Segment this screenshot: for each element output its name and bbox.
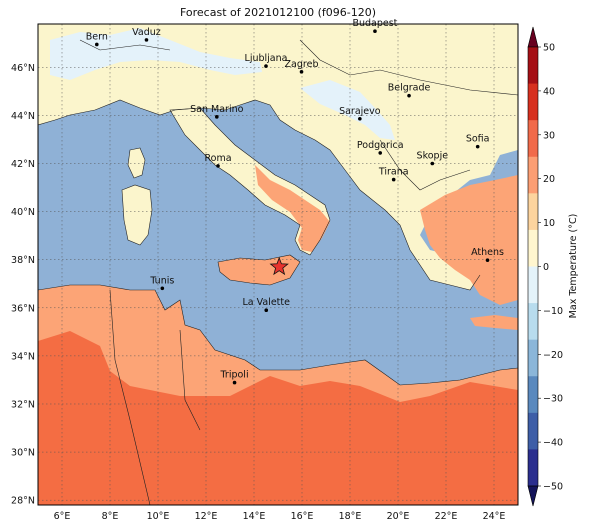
latitude-tick-label: 34°N [11,351,35,362]
latitude-tick-label: 40°N [11,207,35,218]
longitude-tick-label: 20°E [387,511,410,522]
colorbar-tick-label: 20 [543,174,555,185]
colorbar-tick-label: −30 [543,394,563,405]
colorbar-segment [528,83,538,121]
latitude-tick-label: 46°N [11,63,35,74]
lat-lon-gridlines [38,24,518,505]
colorbar: 50 40 30 20 10 0 −10 −20 −30 −40 −50 [527,26,563,507]
city-label: Podgorica [357,140,404,151]
latitude-tick-label: 36°N [11,303,35,314]
city-label: Belgrade [388,83,431,94]
city-dot [485,258,490,262]
forecast-location-star-icon[interactable] [269,256,289,276]
city-label: Budapest [352,18,397,29]
longitude-tick-label: 6°E [54,511,71,522]
sardinia-land [122,185,152,245]
city-label: San Marino [190,104,243,115]
colorbar-tick-label: −40 [543,438,563,449]
colorbar-segment [528,266,538,304]
alpine-snow-region [50,28,262,80]
city-label: Bern [86,31,108,42]
colorbar-segment [528,376,538,414]
city-dot [358,116,362,121]
city-dot [232,380,237,385]
city-label: Skopje [417,150,449,161]
colorbar-segment [528,193,538,231]
city-label: Tirana [378,167,409,178]
colorbar-tick-label: −20 [543,350,563,361]
city-dot [215,115,219,119]
city-label: Vaduz [132,27,161,38]
colorbar-segment [528,229,538,267]
colorbar-tick-label: 30 [543,130,555,141]
colorbar-segment [528,412,538,450]
colorbar-segment [528,449,538,487]
latitude-tick-label: 28°N [11,496,35,507]
europe-land [38,24,518,290]
colorbar-max-arrow [527,26,539,48]
crete-land [470,315,518,330]
city-label: Roma [204,153,231,164]
city-dot [160,286,165,291]
colorbar-tick-label: 50 [543,43,555,54]
balkan-snow-region [300,80,395,140]
italy-coastal-warm [255,165,330,252]
colorbar-label: Max Temperature (°C) [568,214,579,319]
latitude-tick-label: 30°N [11,448,35,459]
country-borders [38,39,518,505]
colorbar-segment [528,303,538,341]
city-dot [144,38,149,42]
longitude-tick-label: 8°E [102,511,119,522]
city-label: Tripoli [220,370,249,381]
city-label: Sofia [466,134,490,145]
longitude-tick-label: 16°E [291,511,314,522]
city-label: La Valette [242,297,290,308]
latitude-tick-label: 38°N [11,255,35,266]
city-label: Zagreb [285,59,319,70]
city-dot [430,161,435,166]
city-dot [299,70,304,74]
longitude-labels: 6°E 8°E 10°E 12°E 14°E 16°E 18°E 20°E 22°E 24°E [54,511,506,522]
colorbar-tick-label: −10 [543,306,563,317]
colorbar-tick-label: 0 [543,262,549,273]
latitude-tick-label: 42°N [11,159,35,170]
longitude-tick-label: 18°E [339,511,362,522]
colorbar-tick-label: −50 [543,482,563,493]
corsica-land [128,148,145,178]
city-dot [95,42,99,47]
longitude-tick-label: 14°E [243,511,266,522]
colorbar-segment [528,156,538,194]
city-dot [264,308,269,312]
city-label: Sarajevo [339,106,381,117]
city-dot [475,144,480,149]
colorbar-segment [528,47,538,85]
city-dot [378,151,383,155]
colorbar-tick-label: 10 [543,218,555,229]
map-frame [37,23,519,506]
city-label: Tunis [149,275,174,286]
longitude-tick-label: 22°E [435,511,458,522]
latitude-tick-label: 44°N [11,111,35,122]
city-dot [216,164,220,168]
map-title: Forecast of 2021012100 (f096-120) [179,6,377,19]
colorbar-segment [528,120,538,158]
colorbar-min-arrow [527,485,539,507]
city-dot [264,64,268,68]
latitude-tick-label: 32°N [11,399,35,410]
longitude-tick-label: 24°E [483,511,506,522]
colorbar-tick-label: 40 [543,86,555,97]
city-dot [407,93,411,98]
latitude-labels: 46°N 44°N 42°N 40°N 38°N 36°N 34°N 32°N 30°N 28°N [11,63,35,507]
city-label: Ljubljana [245,53,288,64]
city-label: Athens [471,247,504,258]
city-dot [391,177,396,182]
greece-land [420,175,518,305]
longitude-tick-label: 12°E [195,511,218,522]
city-dot [373,29,377,34]
colorbar-segment [528,339,538,377]
longitude-tick-label: 10°E [147,511,170,522]
